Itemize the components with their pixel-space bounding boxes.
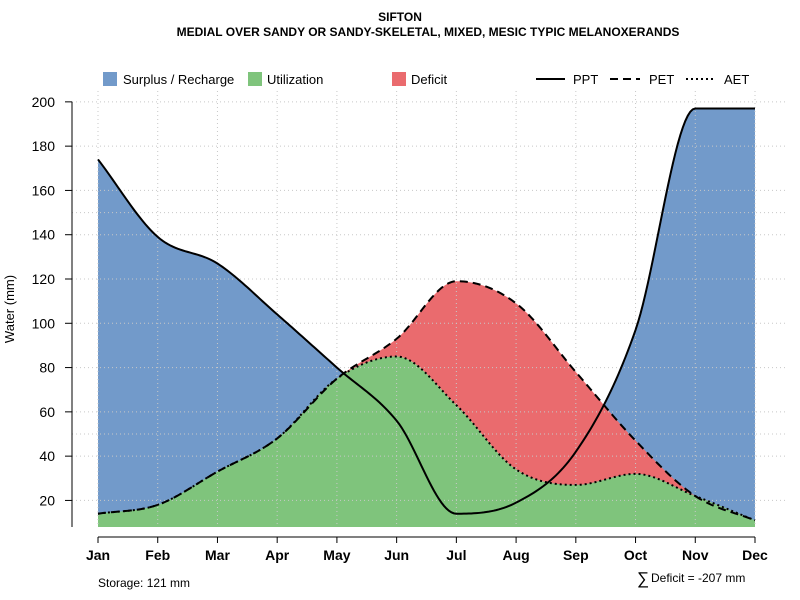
y-tick-label: 180 [32, 138, 56, 154]
y-tick-label: 200 [32, 94, 56, 110]
deficit-sum-symbol: ∑ [637, 569, 649, 588]
x-tick-label: Feb [145, 547, 170, 563]
y-tick-label: 140 [32, 227, 56, 243]
y-tick-label: 20 [39, 492, 55, 508]
chart-title: SIFTON [378, 10, 422, 24]
legend-label-utilization: Utilization [267, 72, 323, 87]
x-tick-label: Mar [205, 547, 230, 563]
y-tick-label: 100 [32, 315, 56, 331]
legend-label-pet: PET [649, 72, 674, 87]
deficit-annotation: Deficit = -207 mm [651, 571, 745, 585]
series-line-pet [97, 280, 756, 522]
y-tick-label: 60 [39, 404, 55, 420]
series-line-ppt [97, 107, 755, 515]
x-tick-label: Jan [86, 547, 110, 563]
storage-annotation: Storage: 121 mm [98, 576, 190, 590]
x-tick-label: Dec [742, 547, 768, 563]
legend-swatch-deficit [392, 72, 406, 86]
area-utilization [98, 356, 755, 527]
lines-layer [97, 107, 756, 522]
chart-subtitle: MEDIAL OVER SANDY OR SANDY-SKELETAL, MIX… [177, 25, 680, 39]
x-tick-label: Nov [682, 547, 709, 563]
y-tick-label: 160 [32, 182, 56, 198]
areas-layer [98, 108, 755, 527]
legend-swatch-utilization [248, 72, 262, 86]
x-tick-label: Jun [384, 547, 409, 563]
x-tick-label: Oct [624, 547, 648, 563]
legend-label-ppt: PPT [573, 72, 598, 87]
y-tick-label: 120 [32, 271, 56, 287]
legend-swatch-surplus [103, 72, 117, 86]
legend-label-aet: AET [724, 72, 749, 87]
axis-layer: 20 40 60 80 100 120 140 160 180 200 Jan Feb Mar Apr Ma… [32, 94, 768, 563]
y-axis-label: Water (mm) [2, 275, 17, 343]
legend-label-deficit: Deficit [411, 72, 448, 87]
x-tick-label: Sep [563, 547, 589, 563]
legend-label-surplus: Surplus / Recharge [123, 72, 234, 87]
grid-layer [72, 91, 785, 527]
y-tick-label: 80 [39, 360, 55, 376]
y-tick-label: 40 [39, 448, 55, 464]
x-tick-label: Apr [265, 547, 290, 563]
x-tick-label: Jul [446, 547, 466, 563]
x-tick-label: May [323, 547, 350, 563]
area-deficit [98, 281, 755, 521]
legend: Surplus / Recharge Utilization Deficit P… [103, 72, 749, 87]
area-surplus-recharge [98, 108, 755, 527]
x-tick-label: Aug [502, 547, 529, 563]
